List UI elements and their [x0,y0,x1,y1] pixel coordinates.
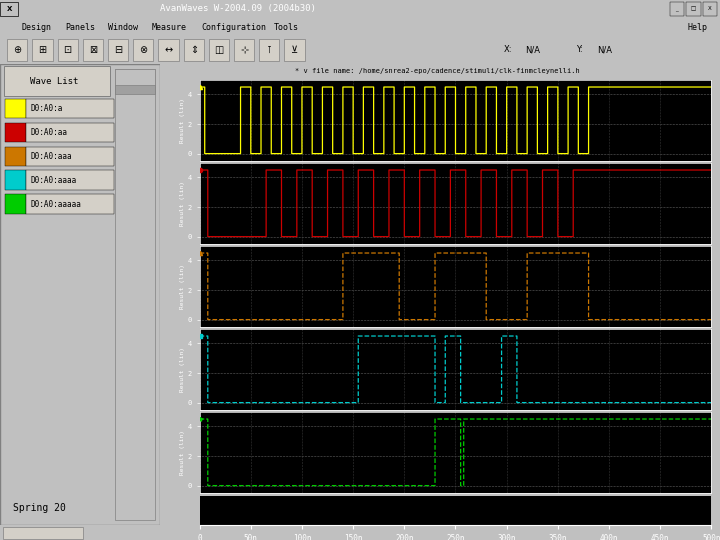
Text: Help: Help [688,23,708,31]
Bar [26,123,114,142]
Text: Tools: Tools [274,23,299,31]
Text: Panels: Panels [65,23,95,31]
Text: D0:A0:aaaa: D0:A0:aaaa [30,176,76,185]
Text: AvanWaves W-2004.09 (2004b30): AvanWaves W-2004.09 (2004b30) [160,4,315,14]
Bar [5,171,26,190]
Bar [184,39,204,61]
Text: D0:A0:a: D0:A0:a [30,104,63,113]
Text: ⊕: ⊕ [13,45,22,55]
Text: Spring 20: Spring 20 [13,503,66,514]
Text: ⊞: ⊞ [38,45,47,55]
Text: D0:A0:aaa: D0:A0:aaa [30,152,72,161]
FancyBboxPatch shape [4,66,109,96]
Text: ◫: ◫ [215,45,223,55]
Text: X: X [6,6,12,12]
Text: ⇕: ⇕ [189,45,198,55]
Text: ↔: ↔ [164,45,173,55]
Bar [3,526,84,538]
Text: Configuration: Configuration [202,23,266,31]
Text: ⊹: ⊹ [240,45,248,55]
Bar [686,2,701,16]
Bar [115,85,156,94]
Bar [209,39,229,61]
Text: X:: X: [504,45,513,55]
Text: ⊗: ⊗ [139,45,148,55]
Text: Wave List: Wave List [30,77,78,86]
Bar [5,146,26,166]
Y-axis label: Result (lin): Result (lin) [180,181,185,226]
Text: ⊻: ⊻ [291,45,298,55]
Bar [5,123,26,142]
Bar [26,99,114,118]
Bar [133,39,153,61]
Bar [115,69,156,94]
Bar [0,2,18,16]
Bar [7,39,27,61]
Text: N/A: N/A [598,45,613,55]
Text: * v file name: /home/snrea2-epo/cadence/stimuli/clk-finmcleynelli.h: * v file name: /home/snrea2-epo/cadence/… [295,68,580,74]
Bar [5,99,26,118]
Y-axis label: Result (lin): Result (lin) [180,347,185,392]
Y-axis label: Result (lin): Result (lin) [180,98,185,143]
Text: Measure: Measure [151,23,186,31]
Text: ⊡: ⊡ [63,45,72,55]
Text: ⊺: ⊺ [266,45,272,55]
Bar [284,39,305,61]
Bar [108,39,128,61]
Bar [670,2,684,16]
Text: ⊠: ⊠ [89,45,97,55]
Text: □: □ [690,6,696,11]
Bar [26,194,114,214]
Text: X: X [708,6,712,11]
Bar [234,39,254,61]
Bar [26,146,114,166]
Bar [115,69,156,521]
Bar [259,39,279,61]
Bar [158,39,179,61]
Text: D0:A0:aa: D0:A0:aa [30,128,68,137]
Text: D0:A0:aaaaa: D0:A0:aaaaa [30,200,81,208]
Bar [32,39,53,61]
Text: Y:: Y: [576,45,582,55]
Bar [26,171,114,190]
Bar [703,2,717,16]
Text: N/A: N/A [526,45,541,55]
Text: _: _ [675,6,678,11]
Text: Design: Design [22,23,52,31]
Bar [5,194,26,214]
Text: ⊟: ⊟ [114,45,122,55]
Text: Window: Window [108,23,138,31]
Y-axis label: Result (lin): Result (lin) [180,264,185,309]
Bar [83,39,103,61]
Y-axis label: Result (lin): Result (lin) [180,430,185,475]
Bar [58,39,78,61]
